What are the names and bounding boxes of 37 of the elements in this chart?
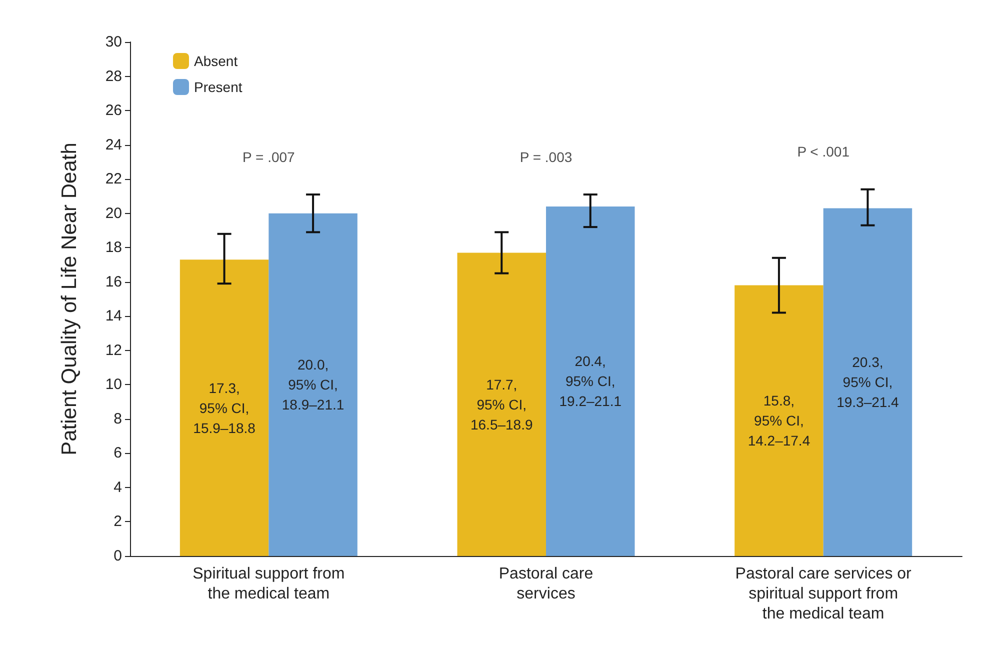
y-tick-label: 24: [105, 136, 122, 154]
y-tick-label: 12: [105, 342, 122, 359]
y-tick-label: 28: [105, 68, 122, 85]
y-tick-label: 16: [105, 273, 122, 290]
y-tick-label: 20: [105, 204, 122, 222]
y-tick-label: 4: [114, 478, 122, 496]
bar: [734, 285, 824, 556]
data-label: 17.3, 95% CI, 15.9–18.8: [193, 380, 256, 436]
data-label: 20.3, 95% CI, 19.3–21.4: [836, 354, 900, 410]
y-tick-label: 18: [105, 239, 122, 256]
y-tick-label: 6: [114, 444, 122, 462]
bar: [823, 208, 912, 556]
bar: [268, 213, 358, 556]
y-tick-label: 26: [105, 102, 122, 120]
bar: [180, 260, 269, 556]
y-tick-label: 10: [105, 376, 122, 394]
x-tick-label: Spiritual support from the medical team: [192, 566, 345, 602]
x-tick-label: Pastoral care services or spiritual support from the medical team: [735, 566, 912, 622]
annotation: P = .003: [520, 148, 572, 165]
y-tick-label: 8: [114, 410, 122, 428]
y-tick-label: 14: [105, 308, 122, 325]
data-label: 17.7, 95% CI, 16.5–18.9: [470, 376, 533, 432]
y-tick-label: 0: [114, 548, 122, 564]
y-tick-label: 2: [114, 513, 122, 530]
bar: [546, 206, 635, 556]
annotation: P = .007: [242, 148, 296, 165]
data-label: 20.0, 95% CI, 18.9–21.1: [282, 356, 344, 413]
y-axis-title: Patient Quality of Life Near Death: [58, 142, 81, 456]
legend-label: Absent: [194, 53, 238, 69]
legend-label: Present: [194, 79, 242, 95]
x-tick-label: Pastoral care services: [498, 566, 594, 602]
bar: [457, 252, 546, 556]
annotation: P < .001: [797, 144, 850, 160]
y-tick-label: 22: [105, 170, 122, 188]
data-label: 15.8, 95% CI, 14.2–17.4: [748, 392, 810, 449]
y-tick-label: 30: [105, 34, 122, 50]
data-label: 20.4, 95% CI, 19.2–21.1: [559, 353, 622, 410]
